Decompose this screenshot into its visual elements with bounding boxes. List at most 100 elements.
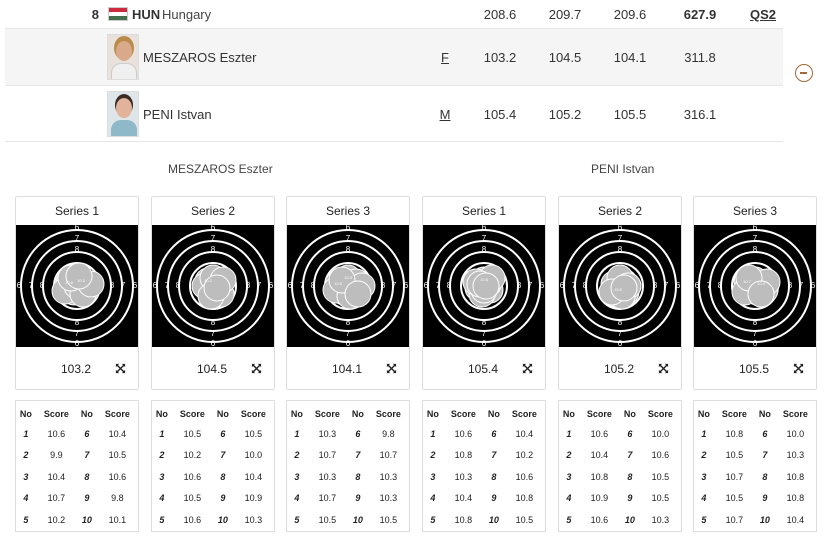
series-card[interactable]: Series 1 6 7 8 8 7 6 6 7 8 8 7 6 10.6 10.5 103.2 [15,196,139,390]
target-ring [585,251,655,321]
shots-table: No Score No Score 1 10.3 6 9.8 2 10.7 7 10.7 3 10.3 8 1… [286,400,410,532]
athlete-series-1-score: 105.4 [483,107,517,122]
ring-label: 6 [269,281,274,290]
ring-label: 6 [211,339,216,347]
team-row[interactable]: 8 HUN Hungary 208.6 209.7 209.6 627.9 QS… [5,0,783,29]
shot-number: 10 [759,514,770,525]
shot-number: 5 [23,514,29,525]
shots-table-header: Score [179,408,205,419]
shots-table-header: No [623,408,636,419]
series-card[interactable]: Series 2 6 7 8 8 7 6 6 7 8 8 7 6 10.5 105.2 [558,196,682,390]
series-score: 103.2 [60,362,92,376]
shot-number: 9 [627,493,633,504]
ring-label: 6 [346,225,351,232]
ring-label: 6 [753,225,758,232]
shot-number: 4 [430,493,436,504]
shot-number: 6 [762,428,768,439]
series-card[interactable]: Series 3 6 7 8 8 7 6 6 7 8 8 7 6 10.5 10.3 104.1 [286,196,410,390]
series-card[interactable]: Series 2 6 7 8 8 7 6 6 7 8 8 7 6 10.2 104.5 [151,196,275,390]
ring-label: 7 [707,281,712,290]
shot-score: 10.5 [515,514,534,525]
collapse-minus-circle-icon[interactable] [795,64,813,82]
expand-arrows-icon[interactable] [658,363,669,374]
shot-score: 10.9 [244,493,263,504]
expand-arrows-icon[interactable] [522,363,533,374]
target-ring [427,229,541,343]
ring-label: 6 [753,339,758,347]
shot-row: 4 10.5 9 10.8 [694,488,816,510]
shots-table-header: Score [721,408,747,419]
shot-score: 10.5 [108,450,127,461]
shot-score: 10.5 [244,428,263,439]
series-card[interactable]: Series 1 6 7 8 8 7 6 6 7 8 8 7 6 10.8 105.4 [422,196,546,390]
shot-score: 10.7 [318,450,337,461]
shot-mark [203,274,231,302]
series-card[interactable]: Series 3 6 7 8 8 7 6 6 7 8 8 7 6 10.7 10.4 105.5 [693,196,817,390]
shot-score: 10.6 [590,514,609,525]
shot-row: 1 10.8 6 10.0 [694,423,816,445]
ring-label: 6 [133,281,138,290]
target-ring [709,240,801,332]
qualification-badge[interactable]: QS2 [749,7,776,22]
ring-label: 7 [346,329,351,338]
nation-code: HUN [132,7,161,22]
athlete-row[interactable]: PENI Istvan M 105.4 105.2 105.5 316.1 [5,86,783,142]
series-title: Series 3 [325,204,371,218]
expand-arrows-icon[interactable] [251,363,262,374]
shot-score: 9.9 [50,450,63,461]
shot-score: 10.7 [725,514,744,525]
athlete-gender[interactable]: M [439,107,451,122]
shot-number: 4 [566,493,572,504]
shots-table: No Score No Score 1 10.6 6 10.0 2 10.4 7 10.6 3 10.8 8… [558,400,682,532]
athlete-series-3-score: 105.5 [613,107,647,122]
shot-score: 9.8 [111,493,124,504]
shot-score: 10.4 [244,471,263,482]
shot-row: 3 10.6 8 10.4 [152,466,274,488]
shot-number: 1 [701,428,707,439]
expand-arrows-icon[interactable] [793,363,804,374]
shot-score: 10.8 [786,471,805,482]
shot-score: 10.7 [725,471,744,482]
expand-arrows-icon[interactable] [386,363,397,374]
shot-number: 10 [352,514,363,525]
athlete-name[interactable]: MESZAROS Eszter [143,50,257,65]
flag-stripe-white [109,11,127,16]
shot-score: 10.3 [244,514,263,525]
shot-number: 1 [159,428,165,439]
shot-mark [65,262,93,290]
shot-number: 7 [762,450,768,461]
target-ring [563,229,677,343]
ring-label: 7 [528,281,533,290]
ring-label: 8 [40,281,45,290]
shots-table-header: No [426,408,439,419]
series-title: Series 1 [461,204,507,218]
shot-number: 9 [491,493,497,504]
shot-score: 10.7 [318,493,337,504]
athlete-row[interactable]: MESZAROS Eszter F 103.2 104.5 104.1 311.… [5,29,783,86]
ring-label: 7 [572,281,577,290]
shot-number: 10 [217,514,228,525]
athlete-photo-head [116,98,132,118]
shot-row: 3 10.3 8 10.3 [287,466,409,488]
athlete-gender[interactable]: F [441,50,449,65]
shots-table-header: No [155,408,168,419]
team-rank: 8 [91,7,99,22]
athlete-photo [107,34,139,80]
athlete-name[interactable]: PENI Istvan [143,107,212,122]
shot-row: 1 10.6 6 10.0 [559,423,681,445]
shot-label: 10.4 [757,281,766,286]
shot-score: 10.4 [786,514,805,525]
athlete-detail-heading: PENI Istvan [591,162,655,176]
ring-label: 6 [211,225,216,232]
shots-table-header: Score [450,408,476,419]
ring-label: 7 [753,329,758,338]
shot-score: 10.3 [318,471,337,482]
shot-number: 2 [294,450,300,461]
shot-score: 10.8 [725,428,744,439]
shot-score: 10.3 [318,428,337,439]
ring-label: 8 [618,318,623,327]
expand-arrows-icon[interactable] [115,363,126,374]
shots-table-header: Score [104,408,130,419]
ring-label: 6 [811,281,816,290]
